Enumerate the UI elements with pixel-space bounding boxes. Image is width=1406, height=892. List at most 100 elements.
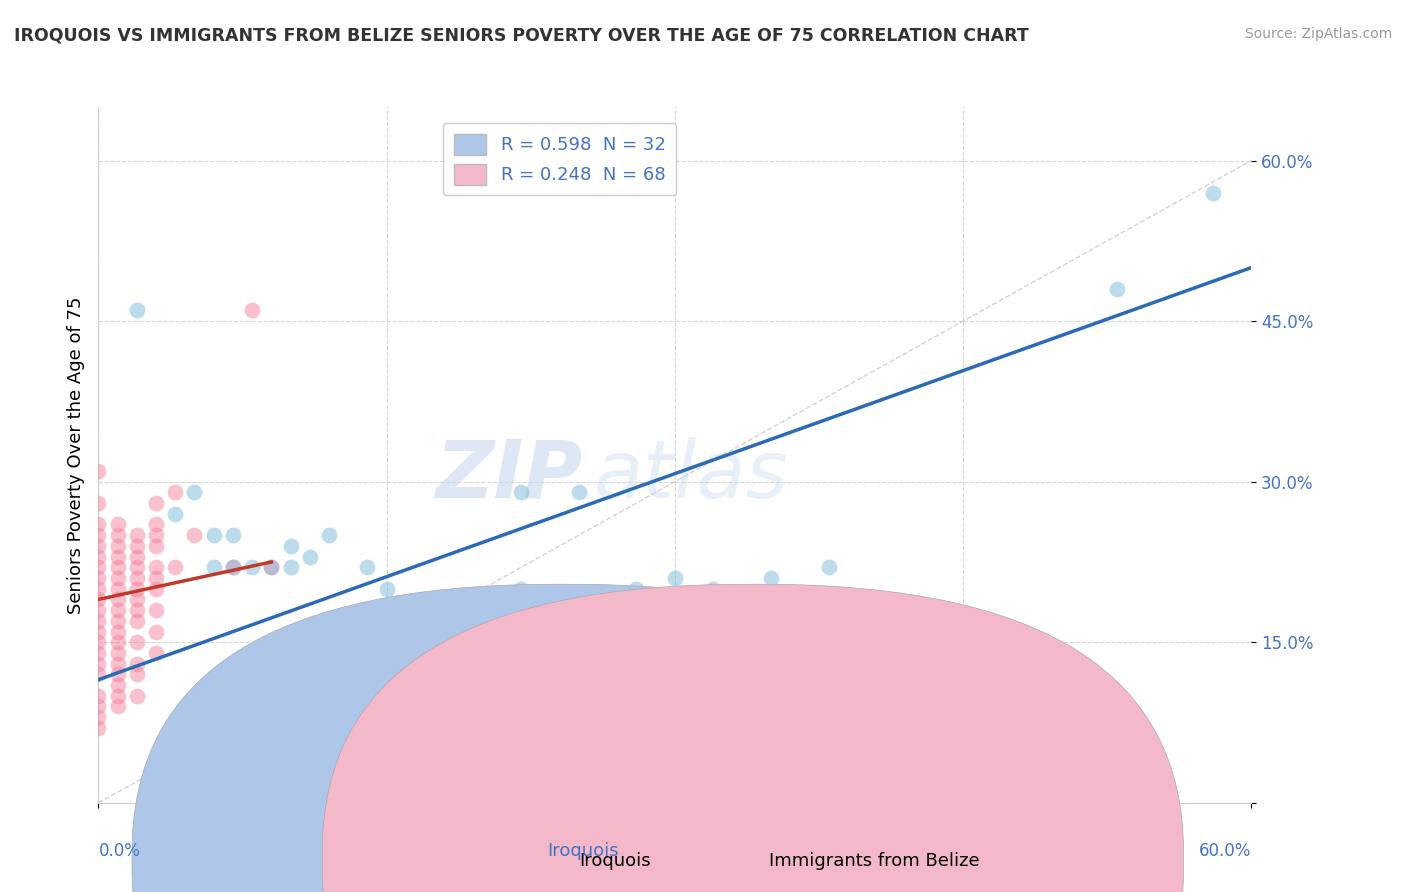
- Point: [626, 582, 648, 596]
- Point: [125, 603, 148, 617]
- Point: [568, 485, 591, 500]
- Point: [87, 721, 110, 735]
- Point: [183, 485, 205, 500]
- Point: [107, 582, 129, 596]
- Point: [107, 699, 129, 714]
- Point: [87, 496, 110, 510]
- Point: [145, 603, 167, 617]
- Point: [87, 560, 110, 574]
- Point: [375, 582, 398, 596]
- Point: [298, 549, 321, 564]
- Point: [145, 560, 167, 574]
- Point: [107, 571, 129, 585]
- Point: [107, 603, 129, 617]
- Point: [87, 710, 110, 724]
- Point: [107, 614, 129, 628]
- Point: [165, 485, 187, 500]
- Point: [145, 646, 167, 660]
- Point: [107, 678, 129, 692]
- Point: [107, 635, 129, 649]
- Point: [145, 496, 167, 510]
- Point: [87, 549, 110, 564]
- Point: [107, 539, 129, 553]
- Point: [413, 635, 436, 649]
- Point: [125, 689, 148, 703]
- Point: [107, 592, 129, 607]
- Point: [240, 303, 263, 318]
- Point: [125, 528, 148, 542]
- Point: [145, 528, 167, 542]
- Point: [165, 507, 187, 521]
- Point: [779, 624, 801, 639]
- Point: [87, 603, 110, 617]
- Point: [260, 560, 283, 574]
- Point: [125, 560, 148, 574]
- Legend: R = 0.598  N = 32, R = 0.248  N = 68: R = 0.598 N = 32, R = 0.248 N = 68: [443, 123, 676, 195]
- Point: [145, 571, 167, 585]
- Point: [87, 646, 110, 660]
- Point: [125, 635, 148, 649]
- Point: [165, 560, 187, 574]
- Point: [183, 528, 205, 542]
- Point: [87, 571, 110, 585]
- Point: [318, 528, 340, 542]
- Point: [356, 603, 378, 617]
- Text: IROQUOIS VS IMMIGRANTS FROM BELIZE SENIORS POVERTY OVER THE AGE OF 75 CORRELATIO: IROQUOIS VS IMMIGRANTS FROM BELIZE SENIO…: [14, 27, 1029, 45]
- Point: [87, 592, 110, 607]
- Point: [280, 539, 302, 553]
- Point: [107, 667, 129, 681]
- Point: [125, 539, 148, 553]
- Point: [145, 624, 167, 639]
- Point: [260, 560, 283, 574]
- Point: [875, 689, 897, 703]
- Point: [107, 624, 129, 639]
- Point: [413, 624, 436, 639]
- Point: [125, 582, 148, 596]
- Text: Source: ZipAtlas.com: Source: ZipAtlas.com: [1244, 27, 1392, 41]
- Point: [145, 517, 167, 532]
- Point: [107, 689, 129, 703]
- Point: [125, 571, 148, 585]
- Point: [125, 657, 148, 671]
- Point: [240, 560, 263, 574]
- FancyBboxPatch shape: [132, 584, 993, 892]
- Point: [145, 539, 167, 553]
- Y-axis label: Seniors Poverty Over the Age of 75: Seniors Poverty Over the Age of 75: [66, 296, 84, 614]
- Point: [510, 582, 533, 596]
- Text: Iroquois: Iroquois: [547, 842, 619, 860]
- Point: [702, 582, 724, 596]
- Point: [87, 517, 110, 532]
- Point: [856, 624, 879, 639]
- Point: [87, 689, 110, 703]
- Point: [107, 646, 129, 660]
- Point: [87, 624, 110, 639]
- Point: [202, 528, 225, 542]
- Point: [87, 635, 110, 649]
- Point: [952, 710, 974, 724]
- Point: [1105, 282, 1128, 296]
- Point: [222, 560, 245, 574]
- Point: [125, 667, 148, 681]
- Point: [817, 560, 839, 574]
- Point: [1202, 186, 1225, 200]
- Point: [107, 560, 129, 574]
- Point: [107, 528, 129, 542]
- Text: ZIP: ZIP: [436, 437, 582, 515]
- Point: [280, 560, 302, 574]
- Point: [222, 528, 245, 542]
- Point: [107, 517, 129, 532]
- Point: [222, 560, 245, 574]
- Point: [87, 582, 110, 596]
- Point: [202, 560, 225, 574]
- Point: [125, 614, 148, 628]
- Point: [664, 571, 686, 585]
- Text: Iroquois: Iroquois: [579, 852, 651, 870]
- Point: [87, 528, 110, 542]
- Point: [107, 549, 129, 564]
- Point: [87, 699, 110, 714]
- Point: [87, 657, 110, 671]
- Point: [356, 560, 378, 574]
- Text: atlas: atlas: [595, 437, 789, 515]
- Point: [87, 614, 110, 628]
- Text: Immigrants from Belize: Immigrants from Belize: [769, 852, 980, 870]
